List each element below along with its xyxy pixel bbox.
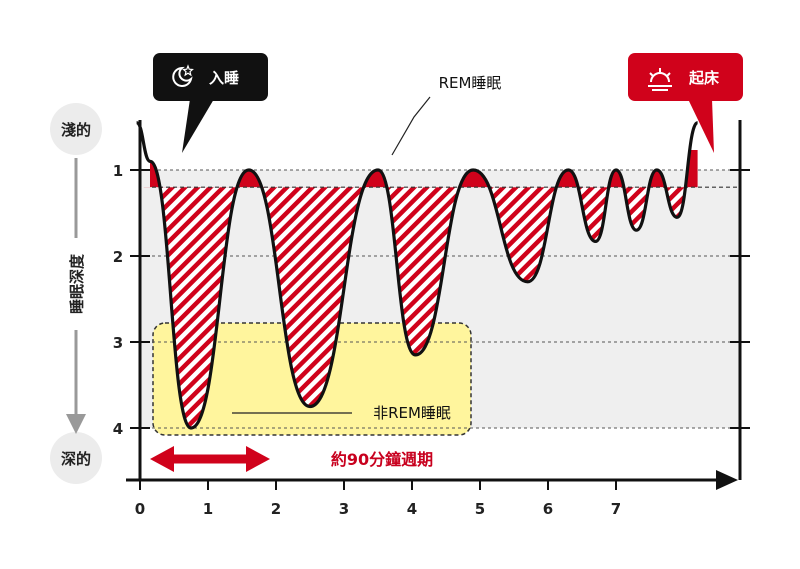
x-axis-arrowhead (716, 470, 738, 490)
fall-asleep-pointer (182, 99, 214, 153)
fall-asleep-text: 入睡 (209, 69, 239, 87)
sleep-depth-curve (135, 121, 700, 430)
cycle-label: 約90分鐘週期 (331, 450, 433, 469)
shallow-label: 淺的 (61, 121, 91, 139)
shallow-pill (50, 103, 102, 155)
x-tick-label: 0 (135, 500, 145, 518)
wake-up-pointer (688, 99, 714, 153)
wake-up-label (628, 53, 743, 101)
x-tick-label: 6 (543, 500, 553, 518)
x-tick-label: 4 (407, 500, 417, 518)
cycle-arrow (150, 446, 270, 472)
deep-label: 深的 (61, 450, 91, 468)
fall-asleep-label (153, 53, 268, 101)
y-ticks: 1 2 3 4 (113, 162, 750, 438)
x-tick-label: 1 (203, 500, 213, 518)
non-rem-hatched-area (140, 187, 698, 428)
sleep-depth-label-bg (64, 238, 88, 330)
rem-label: REM睡眠 (439, 74, 502, 92)
x-tick-label: 2 (271, 500, 281, 518)
wake-up-text: 起床 (688, 69, 720, 87)
x-tick-label: 7 (611, 500, 621, 518)
depth-arrowhead (66, 414, 86, 434)
deep-pill (50, 432, 102, 484)
y-tick-label: 1 (113, 162, 123, 180)
x-tick-label: 3 (339, 500, 349, 518)
sunrise-icon (648, 68, 672, 91)
y-tick-label: 4 (113, 420, 123, 438)
y-tick-label: 2 (113, 248, 123, 266)
sleep-depth-label: 睡眠深度 (68, 253, 86, 314)
y-tick-label: 3 (113, 334, 123, 352)
moon-star-icon (172, 64, 194, 87)
x-tick-label: 5 (475, 500, 485, 518)
x-ticks: 0 1 2 3 4 5 6 7 (135, 480, 621, 518)
rem-leader-line (391, 96, 431, 156)
non-rem-label: 非REM睡眠 (373, 404, 451, 422)
